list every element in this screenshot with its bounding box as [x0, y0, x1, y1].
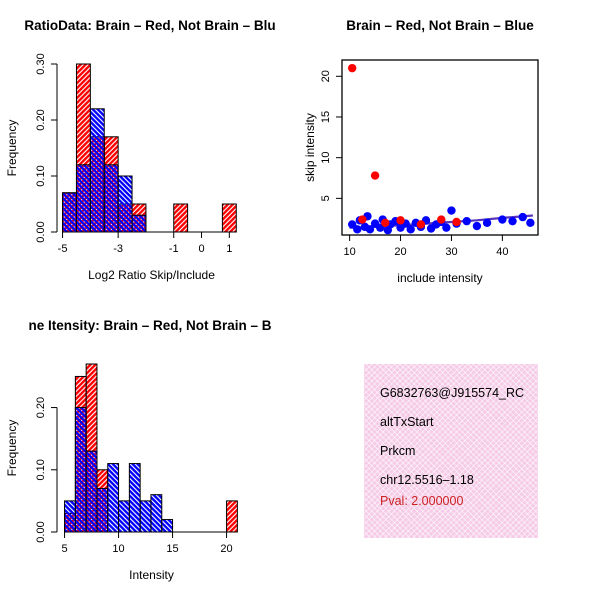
- svg-text:10: 10: [112, 543, 124, 555]
- svg-text:Frequency: Frequency: [5, 120, 19, 177]
- svg-text:Frequency: Frequency: [5, 420, 19, 477]
- svg-text:10: 10: [320, 152, 332, 164]
- svg-text:RatioData: Brain – Red, Not Br: RatioData: Brain – Red, Not Brain – Blu: [24, 18, 275, 33]
- info-line-event-type: altTxStart: [380, 415, 434, 429]
- intensity-scatterplot-panel: 10 20 30 40 5 10 15 20 include intensity skip int…: [300, 0, 600, 300]
- svg-text:0.20: 0.20: [35, 397, 47, 418]
- svg-text:30: 30: [445, 246, 457, 258]
- info-line-gene-symbol: Prkcm: [380, 444, 416, 458]
- svg-text:ne Itensity: Brain – Red, Not: ne Itensity: Brain – Red, Not Brain – B: [28, 318, 271, 333]
- svg-text:20: 20: [394, 246, 406, 258]
- svg-text:0.20: 0.20: [35, 109, 47, 130]
- svg-text:0.10: 0.10: [35, 165, 47, 186]
- info-line-pval: Pval: 2.000000: [380, 494, 464, 508]
- log2-ratio-histogram: 0.00 0.10 0.20 0.30 -5 -3 -1 0 1 Log2 Ratio Skip/…: [5, 18, 276, 282]
- svg-text:include intensity: include intensity: [397, 271, 482, 285]
- svg-text:1: 1: [226, 243, 232, 255]
- svg-text:10: 10: [344, 246, 356, 258]
- gene-info-panel: G6832763@J915574_RC altTxStart Prkcm chr…: [300, 300, 600, 600]
- svg-text:Brain – Red, Not Brain – Blue: Brain – Red, Not Brain – Blue: [346, 18, 534, 33]
- svg-text:0.30: 0.30: [35, 53, 47, 74]
- svg-text:20: 20: [220, 543, 232, 555]
- svg-text:5: 5: [320, 195, 332, 201]
- svg-text:Log2 Ratio Skip/Include: Log2 Ratio Skip/Include: [88, 268, 215, 282]
- svg-text:-3: -3: [113, 243, 123, 255]
- svg-text:5: 5: [61, 543, 67, 555]
- gene-info-box: G6832763@J915574_RC altTxStart Prkcm chr…: [364, 364, 538, 538]
- info-line-gene-id: G6832763@J915574_RC: [380, 386, 525, 400]
- svg-text:0.00: 0.00: [35, 221, 47, 242]
- log2-ratio-histogram-panel: 0.00 0.10 0.20 0.30 -5 -3 -1 0 1 Log2 Ratio Skip/…: [0, 0, 300, 300]
- intensity-scatterplot: 10 20 30 40 5 10 15 20 include intensity skip int…: [303, 18, 539, 285]
- svg-text:skip intensity: skip intensity: [303, 113, 317, 182]
- svg-text:-5: -5: [58, 243, 68, 255]
- svg-text:15: 15: [320, 111, 332, 123]
- svg-text:40: 40: [496, 246, 508, 258]
- svg-text:-1: -1: [169, 243, 179, 255]
- gene-intensity-histogram-panel: 0.00 0.10 0.20 5 10 15 20 Intensity Frequency ne …: [0, 300, 300, 600]
- svg-text:0.10: 0.10: [35, 459, 47, 480]
- svg-text:15: 15: [166, 543, 178, 555]
- svg-text:20: 20: [320, 70, 332, 82]
- svg-text:0.00: 0.00: [35, 521, 47, 542]
- svg-text:0: 0: [198, 243, 204, 255]
- svg-text:Intensity: Intensity: [129, 568, 174, 582]
- gene-intensity-histogram: 0.00 0.10 0.20 5 10 15 20 Intensity Frequency ne …: [5, 318, 272, 582]
- info-line-location: chr12.5516–1.18: [380, 473, 474, 487]
